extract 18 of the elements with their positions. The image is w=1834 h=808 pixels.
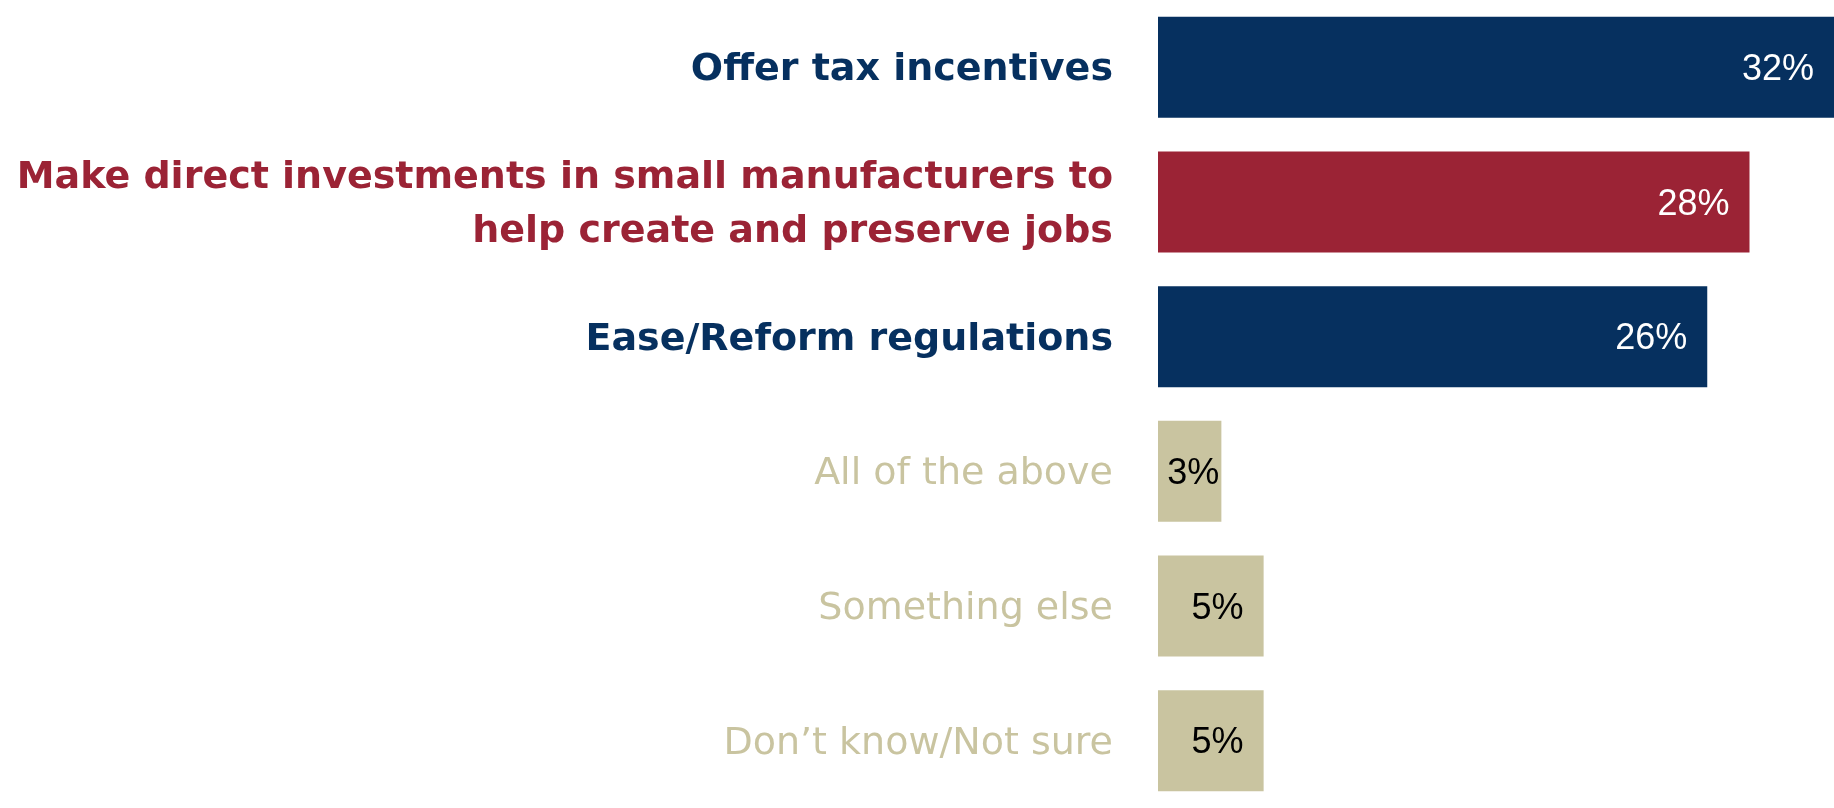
bar (1158, 420, 1222, 522)
bar (1158, 151, 1750, 253)
y-tick-label: Ease/Reform regulations (585, 314, 1113, 359)
y-tick-label: Offer tax incentives (690, 45, 1113, 90)
y-tick-label: Something else (818, 584, 1113, 628)
data-label: 3% (1167, 450, 1220, 492)
y-tick-label: All of the above (814, 449, 1113, 494)
data-label: 5% (1191, 720, 1244, 762)
y-tick-label: Don’t know/Not sure (723, 718, 1113, 763)
y-tick-label: Make direct investments in small manufacturers to help create and preserve jobs (16, 153, 1113, 251)
data-label: 5% (1191, 585, 1244, 627)
bar (1158, 690, 1264, 792)
bar (1158, 555, 1264, 657)
bar (1158, 286, 1708, 388)
data-label: 32% (1741, 46, 1814, 88)
data-label: 26% (1615, 316, 1688, 358)
data-label: 28% (1657, 181, 1730, 223)
bar (1158, 16, 1834, 118)
